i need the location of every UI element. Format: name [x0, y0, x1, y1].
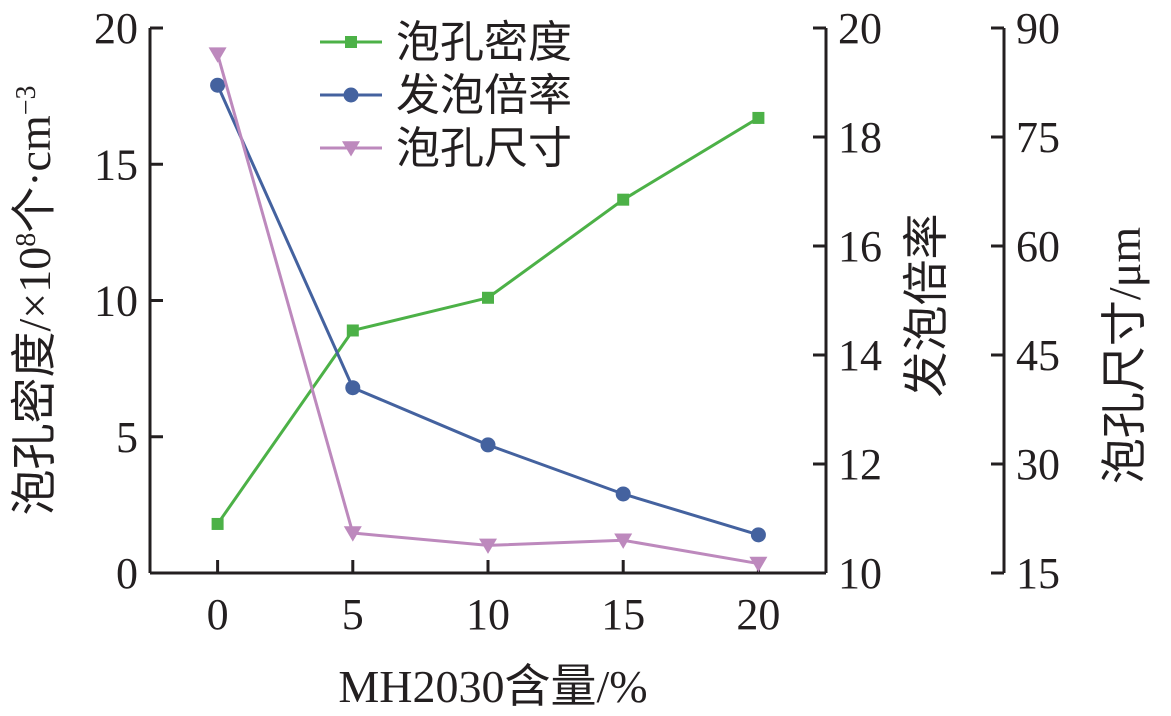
right-y-tick-label-cell-size: 60: [1016, 222, 1060, 271]
legend-marker: [345, 36, 357, 48]
left-y-axis-label-part2: 个·cm: [9, 115, 60, 233]
data-point: [750, 527, 766, 543]
right-y-tick-label-expansion-ratio: 16: [838, 222, 882, 271]
left-y-axis-label-part1: 泡孔密度/×10: [9, 247, 60, 516]
data-point: [482, 291, 494, 304]
data-point: [208, 47, 227, 63]
data-point: [615, 486, 631, 502]
right-y-tick-label-cell-size: 45: [1016, 331, 1060, 380]
right-y-tick-label-cell-size: 75: [1016, 113, 1060, 162]
legend-item: 发泡倍率: [320, 71, 572, 120]
right-y-tick-label-cell-size: 15: [1016, 549, 1060, 598]
left-y-axis-label-exponent2: −3: [11, 85, 42, 115]
data-point: [480, 437, 496, 453]
legend-label: 发泡倍率: [396, 71, 572, 120]
legend-label: 泡孔尺寸: [396, 124, 572, 173]
right-y-tick-label-expansion-ratio: 20: [838, 4, 882, 53]
right-y-tick-label-cell-size: 30: [1016, 440, 1060, 489]
data-point: [346, 324, 359, 337]
right-y-axis-label-cell-size: 泡孔尺寸/μm: [1099, 227, 1150, 484]
legend-marker: [342, 141, 360, 157]
series-2: [210, 77, 766, 543]
left-y-axis-label: 泡孔密度/×108个·cm−3: [9, 85, 60, 515]
data-point: [345, 380, 361, 396]
legend-marker: [343, 87, 359, 103]
left-y-tick-label: 15: [94, 140, 138, 189]
right-y-tick-label-expansion-ratio: 18: [838, 113, 882, 162]
x-tick-label: 10: [466, 590, 510, 639]
left-y-tick-label: 20: [94, 4, 138, 53]
data-point: [211, 517, 224, 530]
data-point: [343, 526, 362, 542]
x-axis-label: MH2030含量/%: [338, 661, 647, 712]
legend-item: 泡孔尺寸: [320, 124, 572, 173]
left-y-tick-label: 10: [94, 277, 138, 326]
left-y-axis-label-exponent1: 8: [11, 233, 42, 247]
right-y-axis-label-expansion-ratio: 发泡倍率: [901, 214, 952, 398]
left-y-tick-label: 5: [116, 413, 138, 462]
data-point: [752, 111, 765, 124]
data-point: [479, 538, 497, 554]
x-tick-label: 5: [342, 590, 364, 639]
series-3: [208, 47, 768, 573]
right-y-tick-label-expansion-ratio: 10: [838, 549, 882, 598]
right-y-tick-label-cell-size: 90: [1016, 4, 1060, 53]
legend-label: 泡孔密度: [396, 18, 572, 67]
right-y-tick-label-expansion-ratio: 14: [838, 331, 882, 380]
tick-marks: [150, 26, 1004, 575]
x-tick-label: 20: [736, 590, 780, 639]
data-point: [749, 556, 768, 573]
series-1: [211, 111, 765, 530]
series: [208, 47, 768, 573]
tick-labels: 0 5 10 15 20 10 12 14 16 18 20 15 30 45 60 75 90 0 5 10 15 20: [94, 4, 1060, 639]
data-point: [617, 193, 630, 206]
x-tick-label: 0: [207, 590, 229, 639]
legend-item: 泡孔密度: [320, 18, 572, 67]
x-tick-label: 15: [601, 590, 645, 639]
series-line: [216, 116, 760, 525]
data-point: [210, 77, 226, 93]
left-y-tick-label: 0: [116, 549, 138, 598]
axes: [148, 28, 1006, 575]
data-point: [614, 533, 633, 549]
right-y-tick-label-expansion-ratio: 12: [838, 440, 882, 489]
